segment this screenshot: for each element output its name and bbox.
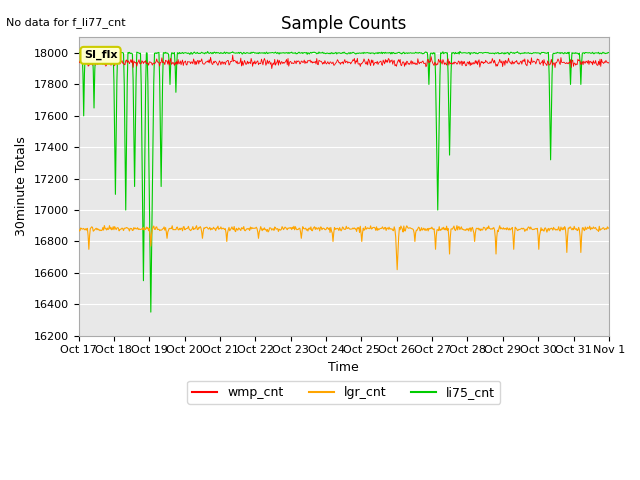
lgr_cnt <box>140 225 147 230</box>
lgr_cnt <box>75 226 83 231</box>
Line: lgr_cnt: lgr_cnt <box>79 226 609 270</box>
lgr_cnt <box>410 227 417 233</box>
wmp_cnt <box>425 60 433 66</box>
li75_cnt <box>193 49 201 55</box>
lgr_cnt <box>193 227 201 232</box>
wmp_cnt <box>75 59 83 64</box>
wmp_cnt <box>410 60 417 66</box>
Legend: wmp_cnt, lgr_cnt, li75_cnt: wmp_cnt, lgr_cnt, li75_cnt <box>188 381 500 404</box>
li75_cnt <box>204 48 211 54</box>
li75_cnt <box>139 213 147 218</box>
lgr_cnt <box>100 223 108 228</box>
li75_cnt <box>75 50 83 56</box>
li75_cnt <box>425 82 433 87</box>
wmp_cnt <box>268 66 276 72</box>
lgr_cnt <box>84 233 92 239</box>
Text: SI_flx: SI_flx <box>84 50 117 60</box>
wmp_cnt <box>229 52 237 58</box>
wmp_cnt <box>221 60 228 65</box>
lgr_cnt <box>394 267 401 273</box>
wmp_cnt <box>84 63 92 69</box>
li75_cnt <box>410 50 417 56</box>
Title: Sample Counts: Sample Counts <box>281 15 406 33</box>
lgr_cnt <box>425 226 433 231</box>
lgr_cnt <box>605 225 612 231</box>
Y-axis label: 30minute Totals: 30minute Totals <box>15 137 28 236</box>
li75_cnt <box>147 309 155 315</box>
li75_cnt <box>605 50 612 56</box>
li75_cnt <box>84 49 92 55</box>
Line: li75_cnt: li75_cnt <box>79 51 609 312</box>
wmp_cnt <box>605 60 612 65</box>
Line: wmp_cnt: wmp_cnt <box>79 55 609 69</box>
lgr_cnt <box>221 226 229 231</box>
Text: No data for f_li77_cnt: No data for f_li77_cnt <box>6 17 126 28</box>
li75_cnt <box>222 50 230 56</box>
wmp_cnt <box>193 61 200 67</box>
X-axis label: Time: Time <box>328 361 359 374</box>
wmp_cnt <box>139 59 147 65</box>
